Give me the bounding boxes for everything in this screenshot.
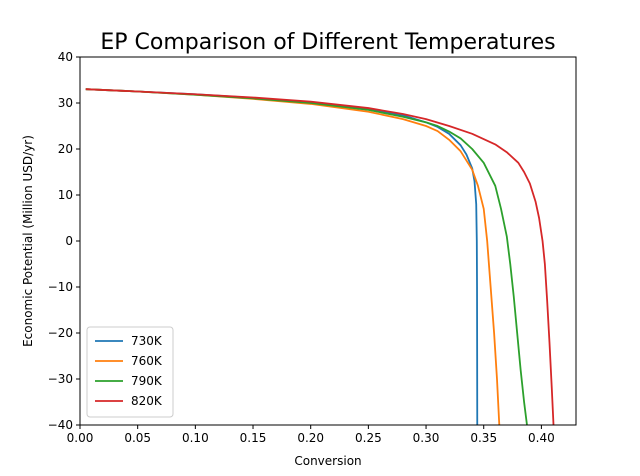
chart-title: EP Comparison of Different Temperatures bbox=[100, 30, 555, 55]
legend-entry-label: 820K bbox=[131, 394, 163, 408]
y-tick-label: 10 bbox=[58, 188, 73, 202]
x-axis-label: Conversion bbox=[294, 454, 361, 468]
legend-box bbox=[86, 326, 174, 418]
x-tick-label: 0.35 bbox=[470, 431, 497, 445]
x-tick-label: 0.20 bbox=[297, 431, 324, 445]
y-tick-label: −20 bbox=[48, 326, 73, 340]
x-tick-label: 0.10 bbox=[182, 431, 209, 445]
x-tick-label: 0.30 bbox=[413, 431, 440, 445]
x-tick-label: 0.00 bbox=[67, 431, 94, 445]
legend-entry-label: 760K bbox=[131, 354, 163, 368]
y-tick-label: 0 bbox=[65, 234, 73, 248]
y-tick-label: 40 bbox=[58, 50, 73, 64]
x-tick-label: 0.40 bbox=[528, 431, 555, 445]
series-line-790K bbox=[85, 88, 528, 425]
legend-entry-label: 730K bbox=[131, 334, 163, 348]
x-tick-label: 0.25 bbox=[355, 431, 382, 445]
y-tick-label: −40 bbox=[48, 418, 73, 432]
series-group bbox=[85, 88, 555, 425]
x-axis-ticks: 0.00 0.05 0.10 0.15 0.20 0.25 0.30 0.35 0.40 bbox=[67, 425, 555, 445]
y-tick-label: 30 bbox=[58, 96, 73, 110]
plot-frame bbox=[79, 56, 577, 426]
y-axis-label: Economic Potential (Million USD/yr) bbox=[21, 135, 35, 347]
y-tick-label: −30 bbox=[48, 372, 73, 386]
legend: 730K 760K 790K 820K bbox=[86, 326, 174, 418]
x-tick-label: 0.05 bbox=[124, 431, 151, 445]
legend-entry-label: 790K bbox=[131, 374, 163, 388]
y-tick-label: −10 bbox=[48, 280, 73, 294]
x-tick-label: 0.15 bbox=[240, 431, 267, 445]
y-axis-ticks: −40 −30 −20 −10 0 10 20 30 40 bbox=[48, 50, 80, 432]
series-line-820K bbox=[85, 88, 555, 425]
y-tick-label: 20 bbox=[58, 142, 73, 156]
